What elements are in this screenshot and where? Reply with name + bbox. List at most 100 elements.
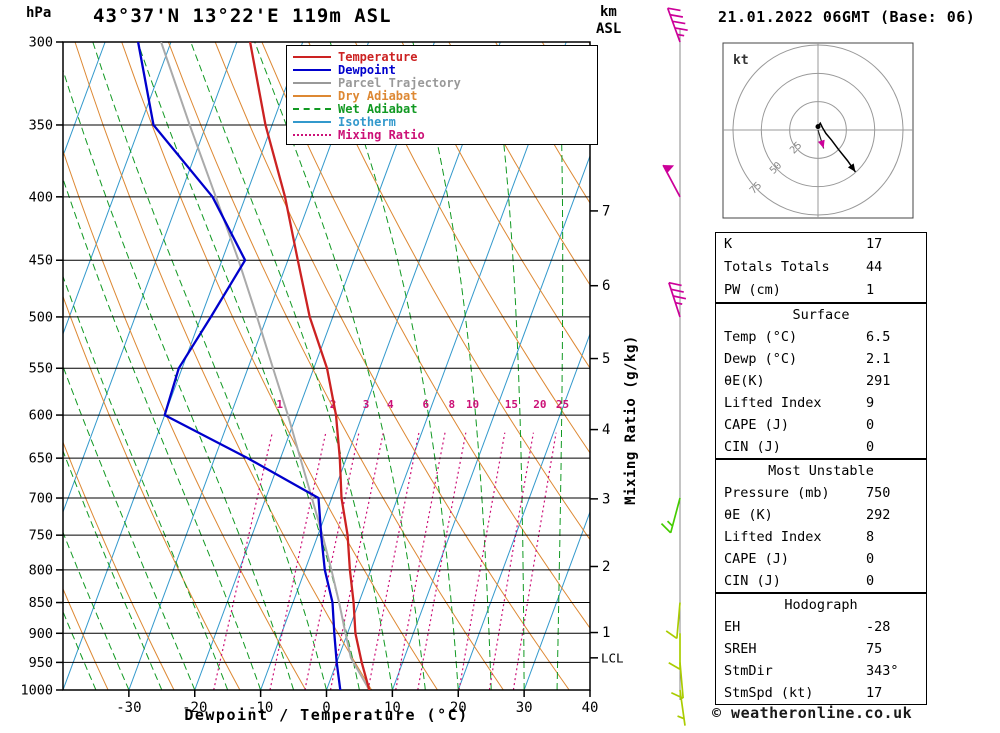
row-label: Totals Totals bbox=[724, 259, 830, 275]
hodograph-table: Hodograph EH -28 SREH 75 StmDir 343° StmSpd (k… bbox=[715, 593, 927, 705]
row-label: K bbox=[724, 236, 733, 252]
svg-text:450: 450 bbox=[29, 253, 53, 269]
row-label: CAPE (J) bbox=[724, 551, 790, 567]
table-row: CIN (J) 0 bbox=[716, 436, 926, 458]
svg-text:1: 1 bbox=[602, 625, 610, 641]
svg-text:-30: -30 bbox=[116, 700, 141, 716]
wind-barb-column bbox=[660, 7, 688, 726]
wind-barb bbox=[665, 602, 681, 640]
table-row: Totals Totals 44 bbox=[716, 256, 926, 279]
table-row: Pressure (mb) 750 bbox=[716, 482, 926, 504]
sounding-curves bbox=[136, 42, 371, 690]
row-label: CIN (J) bbox=[724, 573, 781, 589]
temperature-line-sample bbox=[293, 55, 331, 58]
svg-text:350: 350 bbox=[29, 117, 53, 133]
row-value: 291 bbox=[866, 373, 891, 389]
table-row: CAPE (J) 0 bbox=[716, 414, 926, 436]
legend-item-label: Temperature bbox=[338, 49, 418, 64]
dewpoint-line-sample bbox=[293, 68, 331, 71]
most-unstable-table: Most Unstable Pressure (mb) 750 θE (K) 292 L… bbox=[715, 459, 927, 593]
row-label: θE(K) bbox=[724, 373, 765, 389]
table-row: PW (cm) 1 bbox=[716, 279, 926, 302]
table-row: Lifted Index 9 bbox=[716, 392, 926, 414]
hodograph-unit-label: kt bbox=[733, 53, 749, 68]
wind-barb bbox=[668, 281, 687, 318]
temperature-curve bbox=[248, 42, 371, 690]
mixing-ratio-labels: 1 2 3 4 6 8 10 15 20 25 bbox=[276, 398, 569, 411]
svg-text:10: 10 bbox=[466, 398, 479, 411]
svg-text:500: 500 bbox=[29, 309, 53, 325]
row-value: -28 bbox=[866, 619, 891, 635]
svg-text:400: 400 bbox=[29, 189, 53, 205]
dry-adiabat-line-sample bbox=[293, 94, 331, 97]
table-row: CAPE (J) 0 bbox=[716, 548, 926, 570]
speed-ring bbox=[760, 72, 876, 188]
svg-text:20: 20 bbox=[450, 700, 467, 716]
svg-text:4: 4 bbox=[387, 398, 394, 411]
svg-text:4: 4 bbox=[602, 422, 610, 438]
isotherm-lines bbox=[63, 42, 590, 690]
dewpoint-curve bbox=[136, 42, 342, 690]
table-row: Dewp (°C) 2.1 bbox=[716, 348, 926, 370]
table-rows: K 17 Totals Totals 44 PW (cm) 1 bbox=[716, 233, 926, 302]
row-value: 292 bbox=[866, 507, 891, 523]
svg-text:40: 40 bbox=[582, 700, 599, 716]
table-row: StmSpd (kt) 17 bbox=[716, 682, 926, 704]
svg-text:3: 3 bbox=[602, 491, 610, 507]
isotherm-line-sample bbox=[293, 120, 331, 123]
svg-text:-10: -10 bbox=[248, 700, 273, 716]
row-value: 44 bbox=[866, 259, 883, 275]
row-label: θE (K) bbox=[724, 507, 773, 523]
table-title: Hodograph bbox=[784, 597, 858, 613]
wind-barb bbox=[660, 497, 681, 534]
legend-item-label: Dry Adiabat bbox=[338, 88, 418, 103]
copyright-link[interactable]: © weatheronline.co.uk bbox=[712, 704, 913, 722]
svg-text:6: 6 bbox=[422, 398, 429, 411]
row-value: 0 bbox=[866, 573, 875, 589]
row-value: 0 bbox=[866, 417, 875, 433]
table-rows: EH -28 SREH 75 StmDir 343° StmSpd (kt) 17 bbox=[716, 616, 926, 704]
mixing-ratio-line-sample bbox=[293, 133, 331, 136]
svg-text:700: 700 bbox=[29, 491, 53, 507]
svg-text:5: 5 bbox=[602, 351, 610, 367]
row-value: 750 bbox=[866, 485, 891, 501]
svg-text:650: 650 bbox=[29, 451, 53, 467]
svg-text:6: 6 bbox=[602, 278, 610, 294]
svg-text:10: 10 bbox=[384, 700, 401, 716]
legend-item: Parcel Trajectory bbox=[293, 76, 597, 89]
svg-text:8: 8 bbox=[449, 398, 456, 411]
legend-item-label: Mixing Ratio bbox=[338, 127, 425, 142]
x-axis-label: Dewpoint / Temperature (°C) bbox=[184, 706, 469, 724]
svg-text:850: 850 bbox=[29, 595, 53, 611]
row-label: Lifted Index bbox=[724, 529, 822, 545]
altitude-unit-asl-label: ASL bbox=[596, 21, 622, 37]
table-title: Surface bbox=[792, 307, 850, 323]
row-label: Pressure (mb) bbox=[724, 485, 830, 501]
legend-item: Temperature bbox=[293, 50, 597, 63]
table-row: EH -28 bbox=[716, 616, 926, 638]
table-row: Temp (°C) 6.5 bbox=[716, 326, 926, 348]
table-row: Lifted Index 8 bbox=[716, 526, 926, 548]
surface-table: Surface Temp (°C) 6.5 Dewp (°C) 2.1 θE(K) 291… bbox=[715, 303, 927, 459]
row-label: StmSpd (kt) bbox=[724, 685, 814, 701]
row-label: SREH bbox=[724, 641, 757, 657]
svg-text:25: 25 bbox=[556, 398, 569, 411]
table-rows: Temp (°C) 6.5 Dewp (°C) 2.1 θE(K) 291 Lifted I… bbox=[716, 326, 926, 458]
legend-item: Wet Adiabat bbox=[293, 102, 597, 115]
row-label: CAPE (J) bbox=[724, 417, 790, 433]
table-rows: Pressure (mb) 750 θE (K) 292 Lifted Index 8 CA… bbox=[716, 482, 926, 592]
row-label: CIN (J) bbox=[724, 439, 781, 455]
svg-text:2: 2 bbox=[602, 559, 610, 575]
row-label: Dewp (°C) bbox=[724, 351, 798, 367]
legend-item: Mixing Ratio bbox=[293, 128, 597, 141]
row-label: Lifted Index bbox=[724, 395, 822, 411]
svg-text:7: 7 bbox=[602, 203, 610, 219]
row-value: 75 bbox=[866, 641, 883, 657]
svg-text:300: 300 bbox=[29, 35, 53, 51]
mixing-ratio-axis-label: Mixing Ratio (g/kg) bbox=[623, 335, 639, 505]
parcel-line-sample bbox=[293, 81, 331, 84]
wet-adiabat-line-sample bbox=[293, 107, 331, 110]
table-row: θE (K) 292 bbox=[716, 504, 926, 526]
row-value: 0 bbox=[866, 551, 875, 567]
